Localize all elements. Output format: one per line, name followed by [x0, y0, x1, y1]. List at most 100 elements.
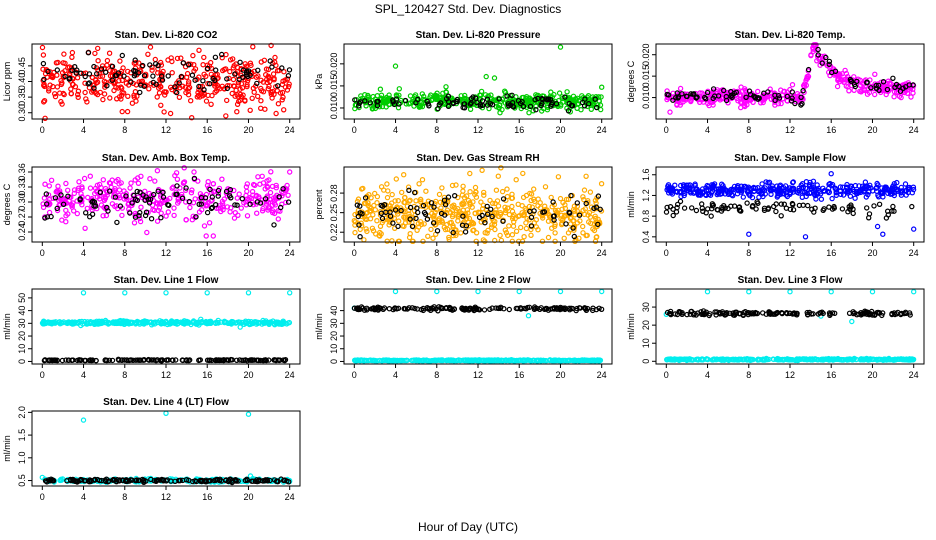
data-point: [542, 184, 549, 190]
data-point: [417, 103, 424, 110]
data-point: [91, 85, 97, 91]
data-point: [479, 98, 486, 104]
data-point: [474, 99, 480, 106]
data-point: [402, 199, 408, 206]
data-point: [209, 197, 215, 203]
data-point: [43, 191, 50, 197]
y-axis-label: percent: [314, 189, 324, 220]
y-tick-label: 0.25: [329, 204, 339, 222]
data-point: [98, 184, 104, 191]
data-point: [169, 69, 175, 76]
data-point: [670, 212, 676, 219]
data-point: [385, 217, 391, 223]
data-point: [147, 175, 153, 182]
data-point: [897, 88, 904, 94]
data-point: [778, 100, 784, 107]
series-1: [664, 42, 917, 115]
data-point: [176, 94, 183, 101]
data-point: [489, 213, 495, 220]
data-point: [666, 190, 672, 196]
y-axis: 0.220.250.28: [329, 184, 344, 241]
y-tick-label: 10: [17, 344, 27, 354]
data-point: [721, 202, 727, 209]
data-point: [744, 200, 750, 206]
data-point: [728, 88, 734, 95]
data-point: [574, 200, 581, 206]
data-point: [523, 97, 530, 103]
data-point: [40, 52, 47, 58]
data-point: [781, 188, 787, 194]
x-tick-label: 4: [705, 248, 710, 258]
data-point: [519, 210, 525, 216]
data-point: [187, 97, 194, 104]
data-point: [360, 185, 366, 192]
data-point: [231, 187, 237, 194]
x-tick-label: 24: [909, 370, 919, 380]
data-point: [198, 201, 204, 207]
x-tick-label: 8: [122, 125, 127, 135]
data-point: [60, 90, 67, 97]
data-point: [369, 225, 376, 231]
data-point: [525, 313, 532, 319]
data-point: [548, 194, 554, 201]
data-point: [131, 94, 137, 100]
data-point: [137, 82, 144, 88]
data-point: [150, 191, 157, 198]
data-point: [118, 92, 125, 99]
data-point: [563, 212, 569, 219]
data-point: [710, 184, 716, 190]
data-point: [481, 192, 487, 198]
data-point: [155, 188, 161, 194]
data-point: [777, 191, 784, 198]
y-tick-label: 0.020: [329, 53, 339, 76]
data-point: [157, 59, 164, 66]
data-point: [874, 223, 881, 230]
data-point: [826, 189, 833, 195]
data-point: [101, 78, 108, 85]
data-point: [115, 85, 121, 91]
data-point: [90, 198, 96, 204]
data-point: [378, 231, 384, 237]
data-point: [753, 206, 759, 212]
data-point: [196, 74, 202, 80]
data-point: [815, 52, 821, 58]
data-point: [401, 223, 407, 230]
data-point: [499, 106, 505, 113]
data-point: [98, 202, 105, 208]
x-axis: 0 4 8 12 16 20 24: [352, 119, 607, 135]
data-point: [552, 238, 558, 244]
data-point: [78, 190, 84, 197]
data-point: [374, 98, 380, 105]
data-point: [473, 194, 480, 200]
x-tick-label: 8: [746, 248, 751, 258]
data-point: [813, 42, 819, 48]
data-point: [710, 86, 717, 92]
data-point: [470, 227, 476, 234]
data-point: [516, 238, 522, 244]
data-point: [374, 92, 381, 99]
data-point: [69, 202, 75, 209]
data-point: [482, 229, 488, 236]
data-point: [52, 91, 58, 97]
data-point: [829, 195, 835, 202]
data-point: [434, 288, 440, 295]
data-point: [428, 205, 434, 211]
x-tick-label: 12: [161, 125, 171, 135]
y-axis-label: kPa: [314, 74, 324, 90]
data-point: [736, 204, 742, 211]
data-point: [746, 231, 752, 237]
data-point: [107, 95, 113, 101]
data-point: [466, 215, 473, 222]
data-point: [219, 55, 225, 61]
y-tick-label: 30: [641, 302, 651, 312]
data-point: [238, 205, 244, 211]
data-point: [128, 180, 134, 186]
data-point: [849, 318, 855, 325]
data-point: [909, 189, 916, 196]
data-point: [513, 228, 520, 234]
data-point: [530, 108, 536, 114]
data-point: [198, 194, 205, 201]
data-point: [255, 67, 261, 74]
y-tick-label: 40: [17, 306, 27, 316]
x-tick-label: 8: [434, 248, 439, 258]
